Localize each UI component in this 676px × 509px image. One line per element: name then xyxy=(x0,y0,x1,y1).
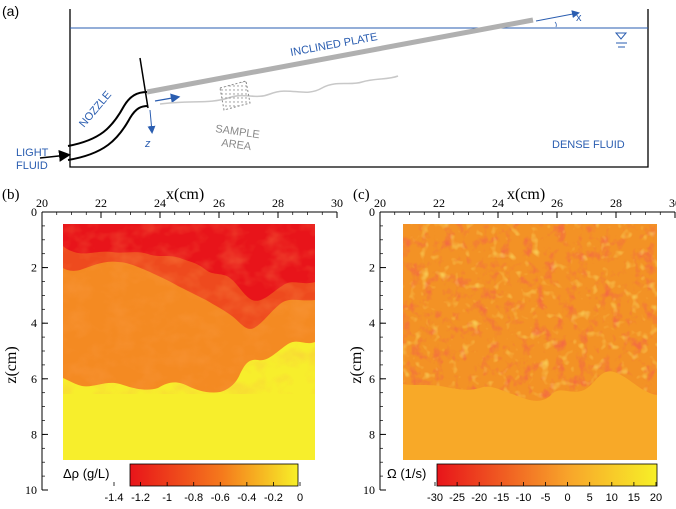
panel-b-x-tick-label: 24 xyxy=(154,196,166,210)
panel-b-colorbar-tick-label: 0 xyxy=(297,492,303,504)
panel-b-colorbar-tick-label: -1 xyxy=(162,492,172,504)
dense-fluid-label: DENSE FLUID xyxy=(552,139,625,151)
panel-c-colorbar-tick-label: -10 xyxy=(515,492,531,504)
nozzle-label: NOZZLE xyxy=(77,89,114,130)
panel-c-colorbar-tick-label: 5 xyxy=(587,492,593,504)
panel-b-y-tick-label: 10 xyxy=(25,483,37,497)
panel-c-colorbar-tick-label: 20 xyxy=(650,492,662,504)
panel-c-x-tick-label: 28 xyxy=(610,196,622,210)
panel-b-y-tick-label: 6 xyxy=(31,372,37,386)
z-axis-label: z xyxy=(144,138,151,150)
panel-c-colorbar-tick-label: -20 xyxy=(471,492,487,504)
panel-c-x-tick-label: 30 xyxy=(669,196,676,210)
panel-b-x-tick-label: 20 xyxy=(36,196,48,210)
panel-b-y-tick-label: 0 xyxy=(31,205,37,219)
panel-c-y-tick-label: 8 xyxy=(369,427,375,441)
inclined-plate xyxy=(146,17,534,95)
panel-b-heatmap xyxy=(63,224,315,460)
panel-c-colorbar-tick-label: -30 xyxy=(427,492,443,504)
nozzle-wall-upper xyxy=(67,91,148,147)
panel-c-colorbar-tick-label: -25 xyxy=(449,492,465,504)
z-axis-arrow xyxy=(147,109,156,134)
tank-outline xyxy=(69,9,649,168)
panel-b-x-tick-label: 30 xyxy=(331,196,343,210)
panel-b-colorbar-tick-label: -0.2 xyxy=(264,492,283,504)
panel-b-colorbar-tick-label: -1.4 xyxy=(105,492,124,504)
nozzle-wall-lower xyxy=(67,105,149,161)
inflow-arrow xyxy=(39,149,71,162)
panel-b-x-tick-label: 22 xyxy=(95,196,107,210)
panel-b-x-tick-label: 28 xyxy=(272,196,284,210)
flow-arrow xyxy=(154,93,181,103)
panel-c-y-tick-label: 2 xyxy=(369,261,375,275)
panel-c-y-tick-label: 6 xyxy=(369,372,375,386)
panel-c-ylabel: z(cm) xyxy=(348,346,365,383)
panel-b-x-tick-label: 26 xyxy=(213,196,225,210)
panel-c-colorbar xyxy=(436,463,658,487)
panel-b-colorbar-label: Δρ (g/L) xyxy=(63,466,109,481)
panel-b-colorbar-tick-label: -1.2 xyxy=(131,492,150,504)
x-axis-arrow xyxy=(535,10,580,22)
panel-c-xlabel: x(cm) xyxy=(507,186,545,203)
panel-c-colorbar-label: Ω (1/s) xyxy=(387,466,426,481)
panel-b-y-tick-label: 4 xyxy=(31,316,37,330)
panel-b-colorbar xyxy=(129,463,299,487)
panel-b-colorbar-tick-label: -0.8 xyxy=(184,492,203,504)
light-fluid-label-2: FLUID xyxy=(16,160,48,172)
panel-c-y-tick-label: 0 xyxy=(369,205,375,219)
panel-a: (a) INCLINED PLATE x NOZZLE z SA xyxy=(2,3,649,172)
panel-c-y-tick-label: 4 xyxy=(369,316,375,330)
panel-c-colorbar-ticks: -30 -25 -20 -15 -10 -5 0 5 10 15 20 xyxy=(427,482,662,504)
panel-a-label: (a) xyxy=(2,3,19,19)
panel-c-colorbar-tick-label: 0 xyxy=(565,492,571,504)
sample-label-2: AREA xyxy=(221,137,253,153)
panel-c-y-tick-label: 10 xyxy=(363,483,375,497)
panel-c-colorbar-tick-label: -5 xyxy=(541,492,551,504)
panel-b-colorbar-tick-label: -0.4 xyxy=(237,492,256,504)
panel-b-y-tick-label: 2 xyxy=(31,261,37,275)
panel-b-xlabel: x(cm) xyxy=(166,186,204,203)
panel-c-colorbar-tick-label: -15 xyxy=(493,492,509,504)
panel-c-label: (c) xyxy=(353,187,370,203)
water-level-symbol xyxy=(614,32,628,48)
panel-c-colorbar-tick-label: 15 xyxy=(628,492,640,504)
panel-b-y-tick-label: 8 xyxy=(31,427,37,441)
gravity-current-outline xyxy=(159,75,399,105)
panel-b-colorbar-ticks: -1.4 -1.2 -1 -0.8 -0.6 -0.4 -0.2 0 xyxy=(105,482,303,504)
panel-c-x-tick-label: 22 xyxy=(433,196,445,210)
panel-b-colorbar-tick-label: -0.6 xyxy=(211,492,230,504)
x-axis-label: x xyxy=(576,12,582,24)
panel-c-x-tick-label: 20 xyxy=(374,196,386,210)
nozzle-plate xyxy=(139,57,149,109)
sample-area xyxy=(219,80,251,111)
panel-c-x-tick-label: 26 xyxy=(551,196,563,210)
panel-c-heatmap xyxy=(403,224,657,460)
panel-c-x-tick-label: 24 xyxy=(492,196,504,210)
panel-b-ylabel: z(cm) xyxy=(3,346,20,383)
panel-c-colorbar-tick-label: 10 xyxy=(606,492,618,504)
light-fluid-label-1: LIGHT xyxy=(16,147,49,159)
panel-b-label: (b) xyxy=(2,187,20,203)
